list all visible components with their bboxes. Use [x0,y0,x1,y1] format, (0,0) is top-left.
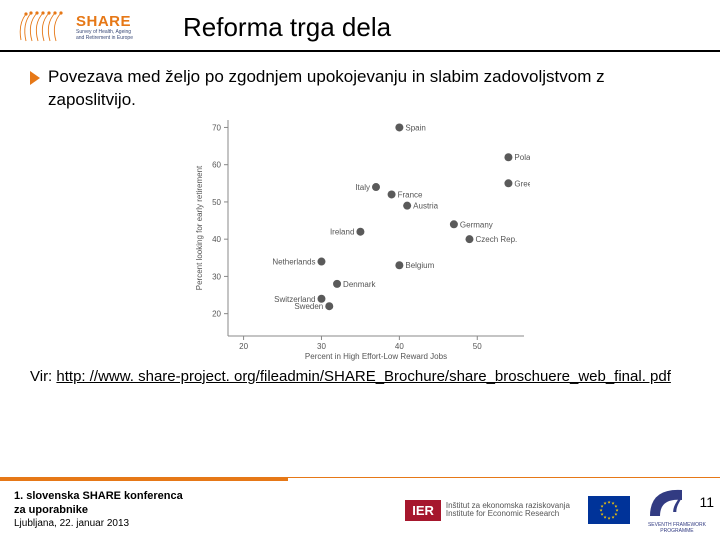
footer-line-1: 1. slovenska SHARE konferenca [14,490,183,504]
eu-flag-icon: ★★★★★★★★★★★★ [588,496,630,524]
footer-logos: IER Inštitut za ekonomska raziskovanja I… [405,486,706,534]
source-prefix: Vir: [30,368,56,385]
logo-subtitle-2: and Retirement in Europe [76,36,133,42]
ier-line-2: Institute for Economic Research [446,510,570,518]
svg-text:30: 30 [317,342,326,351]
svg-text:50: 50 [473,342,482,351]
svg-text:Belgium: Belgium [405,261,434,270]
source-link[interactable]: http: //www. share-project. org/fileadmi… [56,368,670,385]
content: Povezava med željo po zgodnjem upokojeva… [0,52,720,385]
svg-text:Sweden: Sweden [294,302,323,311]
footer-line-2: za uporabnike [14,504,183,518]
svg-text:20: 20 [239,342,248,351]
fp7-logo: 7 SEVENTH FRAMEWORK PROGRAMME [648,486,706,534]
svg-text:Poland: Poland [514,153,530,162]
share-logo-text: SHARE Survey of Health, Ageing and Retir… [76,13,133,41]
page-title: Reforma trga dela [183,12,391,43]
ier-abbr: IER [405,500,441,521]
svg-text:Germany: Germany [460,220,493,229]
svg-text:Ireland: Ireland [330,228,354,237]
ier-text: Inštitut za ekonomska raziskovanja Insti… [446,502,570,519]
svg-text:20: 20 [212,310,221,319]
share-logo: SHARE Survey of Health, Ageing and Retir… [18,10,133,44]
footer-date: Ljubljana, 22. januar 2013 [14,518,129,529]
header: SHARE Survey of Health, Ageing and Retir… [0,0,720,52]
svg-text:★: ★ [611,514,615,519]
svg-text:Czech Rep.: Czech Rep. [475,235,517,244]
svg-text:Italy: Italy [355,183,370,192]
share-logo-icon [18,10,72,44]
svg-text:★: ★ [603,501,607,506]
scatter-chart: 20 30 40 50 20 30 40 50 60 70 Percent in High Effo… [190,114,530,362]
bullet-text: Povezava med željo po zgodnjem upokojeva… [48,66,690,112]
scatter-chart-svg: 20 30 40 50 20 30 40 50 60 70 Percent in High Effo… [190,114,530,362]
svg-text:Netherlands: Netherlands [272,257,315,266]
svg-text:Percent in High Effort-Low Rew: Percent in High Effort-Low Reward Jobs [305,352,447,361]
page-number: 11 [699,494,714,510]
footer-line-3: Ljubljana, 22. januar 2013 [14,518,183,531]
svg-text:60: 60 [212,161,221,170]
ier-logo: IER Inštitut za ekonomska raziskovanja I… [405,500,570,521]
footer-info: 1. slovenska SHARE konferenca za uporabn… [14,490,183,530]
svg-text:40: 40 [212,235,221,244]
svg-text:Austria: Austria [413,202,438,211]
source-citation: Vir: http: //www. share-project. org/fil… [30,368,690,385]
bullet-arrow-icon [30,71,40,85]
logo-brand: SHARE [76,13,133,30]
svg-text:7: 7 [670,492,682,517]
svg-text:70: 70 [212,123,221,132]
svg-text:30: 30 [212,272,221,281]
svg-text:★: ★ [607,516,611,521]
fp7-label-2: PROGRAMME [648,529,706,534]
svg-text:40: 40 [395,342,404,351]
svg-text:France: France [398,190,423,199]
svg-text:50: 50 [212,198,221,207]
bullet-item: Povezava med željo po zgodnjem upokojeva… [30,66,690,112]
svg-text:Percent looking for early reti: Percent looking for early retirement [195,165,204,290]
footer: 1. slovenska SHARE konferenca za uporabn… [0,477,720,540]
svg-text:Greece: Greece [514,179,530,188]
svg-text:Denmark: Denmark [343,280,376,289]
svg-text:Spain: Spain [405,123,425,132]
